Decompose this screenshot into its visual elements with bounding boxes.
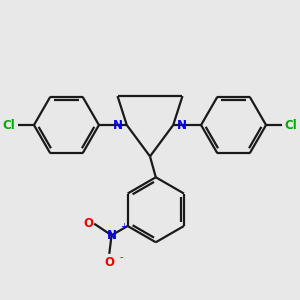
Text: +: + [120, 222, 127, 231]
Text: -: - [120, 252, 123, 262]
Text: N: N [177, 118, 187, 131]
Text: O: O [83, 217, 93, 230]
Text: N: N [113, 118, 123, 131]
Text: Cl: Cl [285, 118, 297, 131]
Text: Cl: Cl [3, 118, 15, 131]
Text: N: N [106, 229, 117, 242]
Text: O: O [104, 256, 114, 269]
